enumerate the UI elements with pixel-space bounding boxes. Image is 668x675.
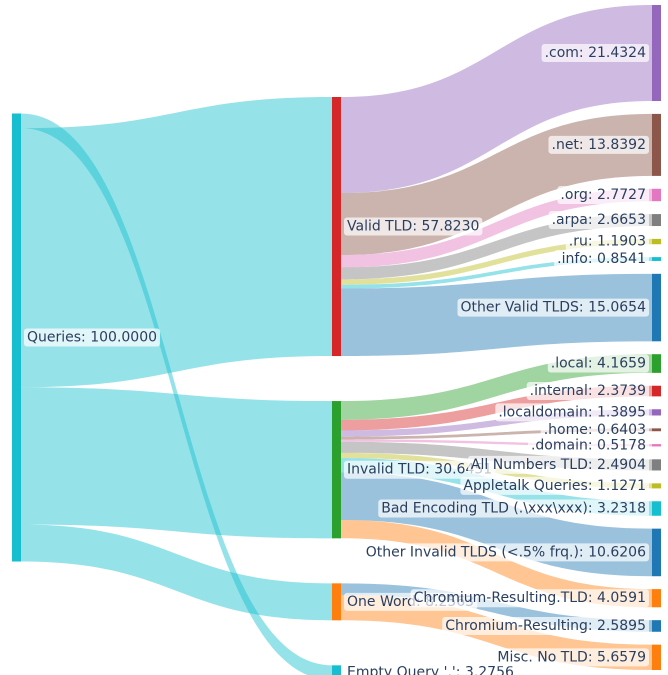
- node-label: Other Invalid TLDS (<.5% frq.): 10.6206: [366, 544, 646, 560]
- node: [652, 113, 661, 176]
- node: [332, 665, 341, 675]
- label-background: [457, 298, 650, 317]
- label-background: [344, 217, 483, 236]
- label-background: [540, 420, 649, 439]
- link: [341, 214, 652, 280]
- node-label: Invalid TLD: 30.6451: [347, 462, 492, 478]
- label-background: [548, 211, 649, 230]
- link: [341, 520, 652, 608]
- node: [652, 354, 661, 373]
- label-background: [344, 460, 496, 479]
- label-background: [565, 232, 649, 251]
- node-label: .info: 0.8541: [557, 251, 646, 267]
- node: [652, 385, 661, 397]
- node-label: Empty Query '.': 3.2756: [347, 665, 514, 675]
- label-background: [362, 543, 650, 562]
- label-background: [467, 455, 650, 474]
- node-label: .ru: 1.1903: [569, 234, 646, 250]
- label-background: [548, 135, 649, 154]
- node-label: Appletalk Queries: 1.1271: [463, 478, 646, 494]
- label-background: [410, 589, 649, 608]
- node-label: .net: 13.8392: [552, 137, 647, 153]
- node: [652, 273, 661, 342]
- label-background: [495, 403, 649, 422]
- label-background: [344, 663, 517, 675]
- node: [652, 409, 661, 416]
- node: [652, 644, 661, 670]
- node: [652, 528, 661, 577]
- node-label: Queries: 100.0000: [27, 330, 157, 346]
- label-background: [554, 250, 649, 269]
- node-label: .com: 21.4324: [545, 45, 647, 61]
- node-label: Misc. No TLD: 5.6579: [497, 649, 646, 665]
- node: [652, 589, 661, 608]
- label-background: [527, 436, 649, 455]
- label-background: [24, 328, 161, 347]
- node-label: .arpa: 2.6653: [552, 212, 646, 228]
- node: [652, 620, 661, 632]
- node-label: .local: 4.1659: [551, 356, 646, 372]
- node: [652, 188, 661, 202]
- node-label: Other Valid TLDS: 15.0654: [461, 300, 647, 316]
- node: [652, 459, 661, 471]
- node-label: .internal: 2.3739: [530, 383, 646, 399]
- node-label: Chromium-Resulting.TLD: 4.0591: [414, 590, 646, 606]
- node: [332, 583, 341, 621]
- label-background: [494, 648, 649, 667]
- node-label: .domain: 0.5178: [531, 437, 646, 453]
- link: [21, 97, 332, 388]
- node: [332, 401, 341, 539]
- node-label: All Numbers TLD: 2.4904: [471, 457, 646, 473]
- label-background: [442, 616, 649, 635]
- node-label: .localdomain: 1.3895: [498, 404, 646, 420]
- node-label: Valid TLD: 57.8230: [347, 219, 479, 235]
- link: [21, 524, 332, 621]
- node: [652, 257, 661, 261]
- link: [341, 188, 652, 268]
- node-label: .home: 0.6403: [544, 422, 646, 438]
- label-background: [460, 476, 649, 495]
- node: [652, 238, 661, 245]
- label-background: [547, 354, 649, 373]
- label-background: [557, 185, 649, 204]
- link: [341, 238, 652, 285]
- label-background: [541, 44, 650, 63]
- label-background: [378, 499, 649, 518]
- nodes: [12, 5, 661, 675]
- node: [652, 5, 661, 102]
- link: [21, 387, 332, 539]
- node-label: Bad Encoding TLD (.\xxx\xxx): 3.2318: [381, 501, 646, 517]
- node-label: .org: 2.7727: [560, 187, 646, 203]
- node: [652, 444, 661, 447]
- node: [652, 428, 661, 432]
- node: [652, 214, 661, 227]
- node: [12, 113, 21, 562]
- node-label: Chromium-Resulting: 2.5895: [445, 618, 646, 634]
- link: [341, 257, 652, 289]
- label-background: [526, 382, 649, 401]
- labels: Queries: 100.0000 Valid TLD: 57.8230 Inval…: [24, 44, 650, 675]
- node: [652, 483, 661, 489]
- node: [332, 97, 341, 357]
- link: [21, 113, 332, 675]
- node: [652, 501, 661, 516]
